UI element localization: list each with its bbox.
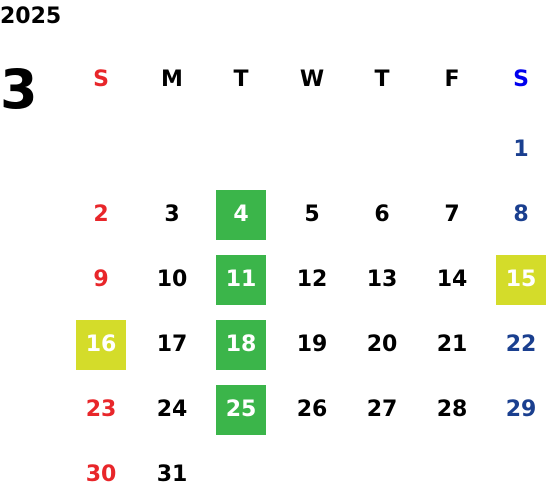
day: 5 [304,202,320,227]
weekday-header: S [513,67,529,92]
day: 19 [296,332,328,357]
weekday-header: M [161,67,183,92]
day: 1 [513,137,529,162]
highlighted-day: 4 [216,190,266,240]
weekday-header: F [444,67,460,92]
day: 26 [296,397,328,422]
weekday-header: W [299,67,325,92]
day: 23 [85,397,117,422]
day: 20 [366,332,398,357]
day: 8 [513,202,529,227]
weekday-header: T [374,67,390,92]
highlighted-day: 16 [76,320,126,370]
month: 3 [0,58,38,121]
weekday-header: S [93,67,109,92]
day: 21 [436,332,468,357]
day: 29 [505,397,537,422]
weekday-header: T [233,67,249,92]
day: 3 [164,202,180,227]
day: 24 [156,397,188,422]
day: 22 [505,332,537,357]
day: 10 [156,267,188,292]
highlighted-day: 18 [216,320,266,370]
day: 28 [436,397,468,422]
day: 27 [366,397,398,422]
day: 9 [93,267,109,292]
day: 31 [156,462,188,487]
highlighted-day: 25 [216,385,266,435]
highlighted-day: 15 [496,255,546,305]
highlighted-day: 11 [216,255,266,305]
day: 30 [85,462,117,487]
day: 12 [296,267,328,292]
day: 17 [156,332,188,357]
day: 13 [366,267,398,292]
day: 7 [444,202,460,227]
day: 6 [374,202,390,227]
day: 2 [93,202,109,227]
day: 14 [436,267,468,292]
year: 2025 [0,4,62,29]
